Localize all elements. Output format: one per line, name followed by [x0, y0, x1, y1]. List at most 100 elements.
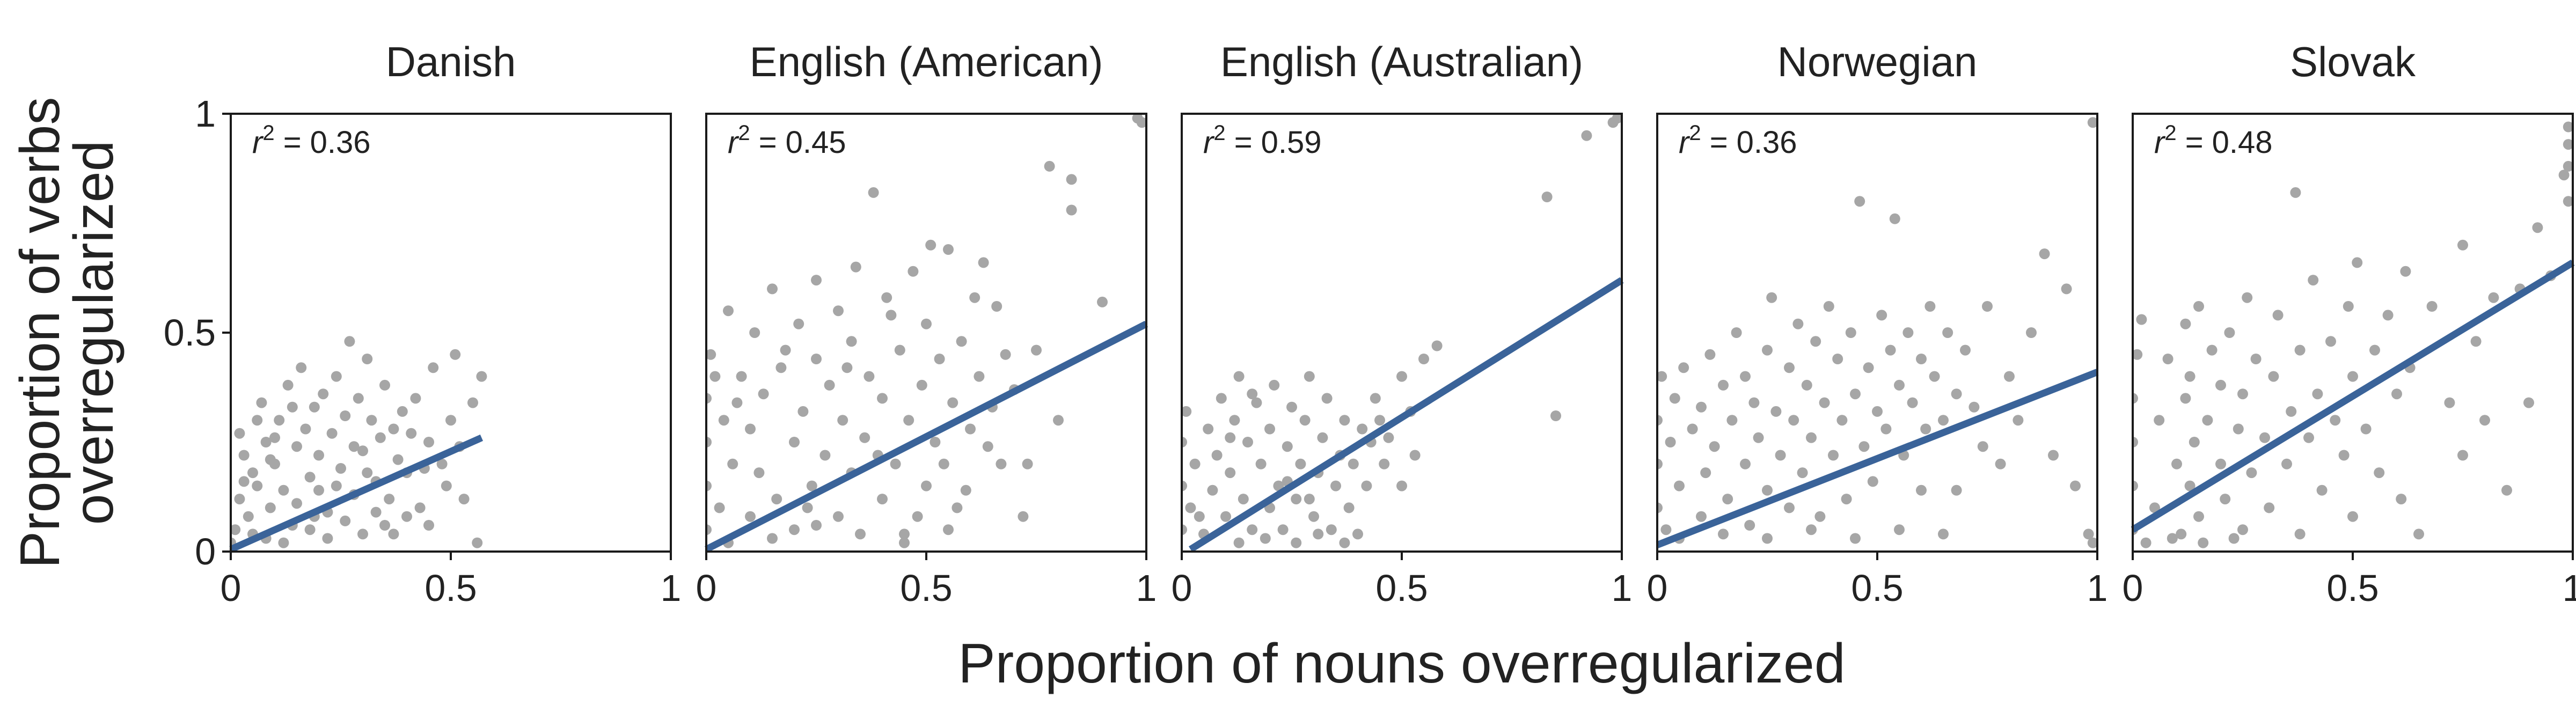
facet-panel: English (American) r2 = 0.45 0 0.5 1: [696, 38, 1157, 609]
data-point: [745, 423, 756, 435]
data-point: [2563, 196, 2573, 207]
data-point: [2259, 432, 2270, 443]
data-point: [1189, 458, 1201, 469]
data-point: [1264, 423, 1275, 435]
data-point: [1920, 423, 1931, 435]
data-point: [278, 484, 289, 496]
data-point: [322, 533, 333, 544]
data-point: [1238, 494, 1249, 505]
data-point: [1762, 344, 1773, 356]
data-point: [1858, 441, 1870, 452]
data-point: [1748, 397, 1760, 408]
r-superscript: 2: [2164, 121, 2176, 145]
data-point: [1326, 524, 1337, 535]
data-point: [1182, 406, 1192, 417]
x-tick-label: 1: [1612, 567, 1633, 609]
x-tick-label: 1: [2087, 567, 2108, 609]
data-point: [2237, 388, 2248, 400]
r-superscript: 2: [262, 121, 274, 145]
data-point: [1836, 415, 1848, 426]
regression-line: [229, 434, 484, 553]
data-point: [1418, 354, 1429, 364]
data-point: [2171, 458, 2182, 469]
data-point: [1203, 423, 1214, 435]
data-point: [1889, 213, 1900, 224]
x-tick-label: 0.5: [900, 567, 952, 609]
data-point: [2400, 266, 2411, 277]
data-point: [1207, 484, 1218, 496]
data-point: [1066, 204, 1077, 216]
data-point: [2382, 310, 2394, 321]
data-point: [2154, 415, 2165, 426]
data-point: [1182, 480, 1187, 491]
data-point: [921, 318, 932, 329]
data-point: [252, 415, 263, 426]
data-point: [1850, 533, 1861, 544]
data-point: [793, 318, 804, 329]
data-point: [2189, 437, 2200, 447]
data-point: [1797, 467, 1808, 479]
data-point: [2133, 393, 2138, 404]
data-point: [2347, 371, 2358, 382]
data-point: [2532, 222, 2543, 233]
r-symbol: r: [728, 125, 740, 160]
data-point: [938, 458, 949, 469]
x-tick-label: 0: [1172, 567, 1192, 609]
x-tick-label: 0.5: [1375, 567, 1428, 609]
data-point: [2087, 537, 2097, 548]
data-point: [2176, 528, 2187, 540]
data-point: [991, 301, 1002, 312]
data-point: [388, 423, 399, 435]
data-point: [1854, 196, 1865, 207]
x-tick-label: 1: [1136, 567, 1157, 609]
data-point: [1313, 528, 1324, 540]
data-point: [965, 423, 976, 435]
r-value: = 0.48: [2177, 125, 2273, 160]
data-point: [969, 292, 980, 303]
data-point: [1845, 327, 1856, 338]
data-point: [850, 261, 861, 273]
data-point: [1806, 432, 1817, 443]
data-point: [2220, 494, 2231, 505]
data-point: [727, 458, 738, 469]
data-point: [379, 520, 390, 531]
data-point: [1806, 524, 1817, 535]
data-point: [1282, 441, 1293, 452]
data-point: [1753, 432, 1764, 443]
data-point: [855, 528, 866, 540]
data-point: [278, 537, 289, 548]
data-point: [2558, 170, 2570, 181]
data-point: [2523, 397, 2534, 408]
data-point: [1832, 354, 1843, 364]
data-point: [397, 406, 408, 417]
data-point: [423, 437, 434, 447]
data-point: [2563, 139, 2573, 150]
data-point: [1731, 327, 1742, 338]
data-point: [2312, 388, 2323, 400]
data-point: [2228, 533, 2240, 544]
data-point: [1220, 511, 1231, 522]
data-point: [2250, 354, 2262, 364]
x-tick-label: 0: [696, 567, 717, 609]
facet-panel: English (Australian) r2 = 0.59 0 0.5 1: [1172, 38, 1633, 609]
data-point: [1229, 415, 1240, 426]
data-point: [1291, 494, 1302, 505]
data-point: [1185, 502, 1196, 513]
data-point: [1581, 130, 1592, 141]
data-point: [2347, 511, 2358, 522]
data-point: [357, 445, 368, 457]
data-point: [331, 480, 342, 491]
data-point: [1823, 301, 1834, 312]
data-point: [1066, 174, 1077, 185]
data-point: [392, 454, 404, 465]
data-point: [260, 437, 272, 447]
data-point: [1902, 327, 1914, 338]
data-point: [304, 472, 316, 483]
data-point: [2470, 336, 2482, 347]
r-superscript: 2: [738, 121, 750, 145]
data-point: [1251, 397, 1262, 408]
data-point: [943, 244, 954, 255]
data-point: [841, 362, 853, 373]
data-point: [706, 437, 712, 447]
